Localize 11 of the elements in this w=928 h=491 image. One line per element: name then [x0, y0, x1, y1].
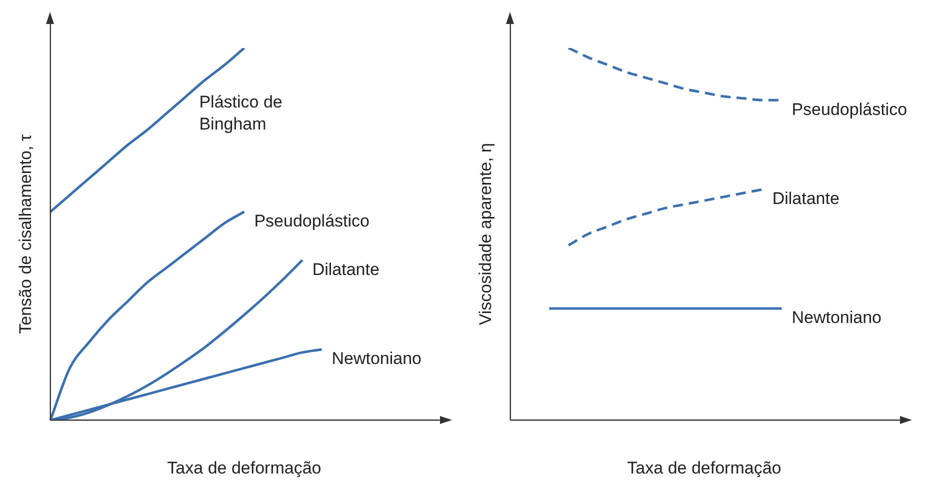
x-axis-title: Taxa de deformação [627, 458, 782, 478]
series-label: Plástico de Bingham [199, 92, 282, 134]
series-label: Newtoniano [332, 349, 422, 368]
series-label: Dilatante [312, 260, 380, 279]
series-label: Dilatante [772, 189, 840, 208]
series-label: Newtoniano [792, 308, 882, 328]
x-axis-title: Taxa de deformação [167, 458, 322, 478]
series-label: Pseudoplástico [792, 100, 908, 119]
y-axis-title: Viscosidade aparente, η [476, 143, 495, 326]
series-label: Pseudoplástico [254, 211, 370, 230]
y-axis-title: Tensão de cisalhamento, τ [16, 134, 35, 334]
